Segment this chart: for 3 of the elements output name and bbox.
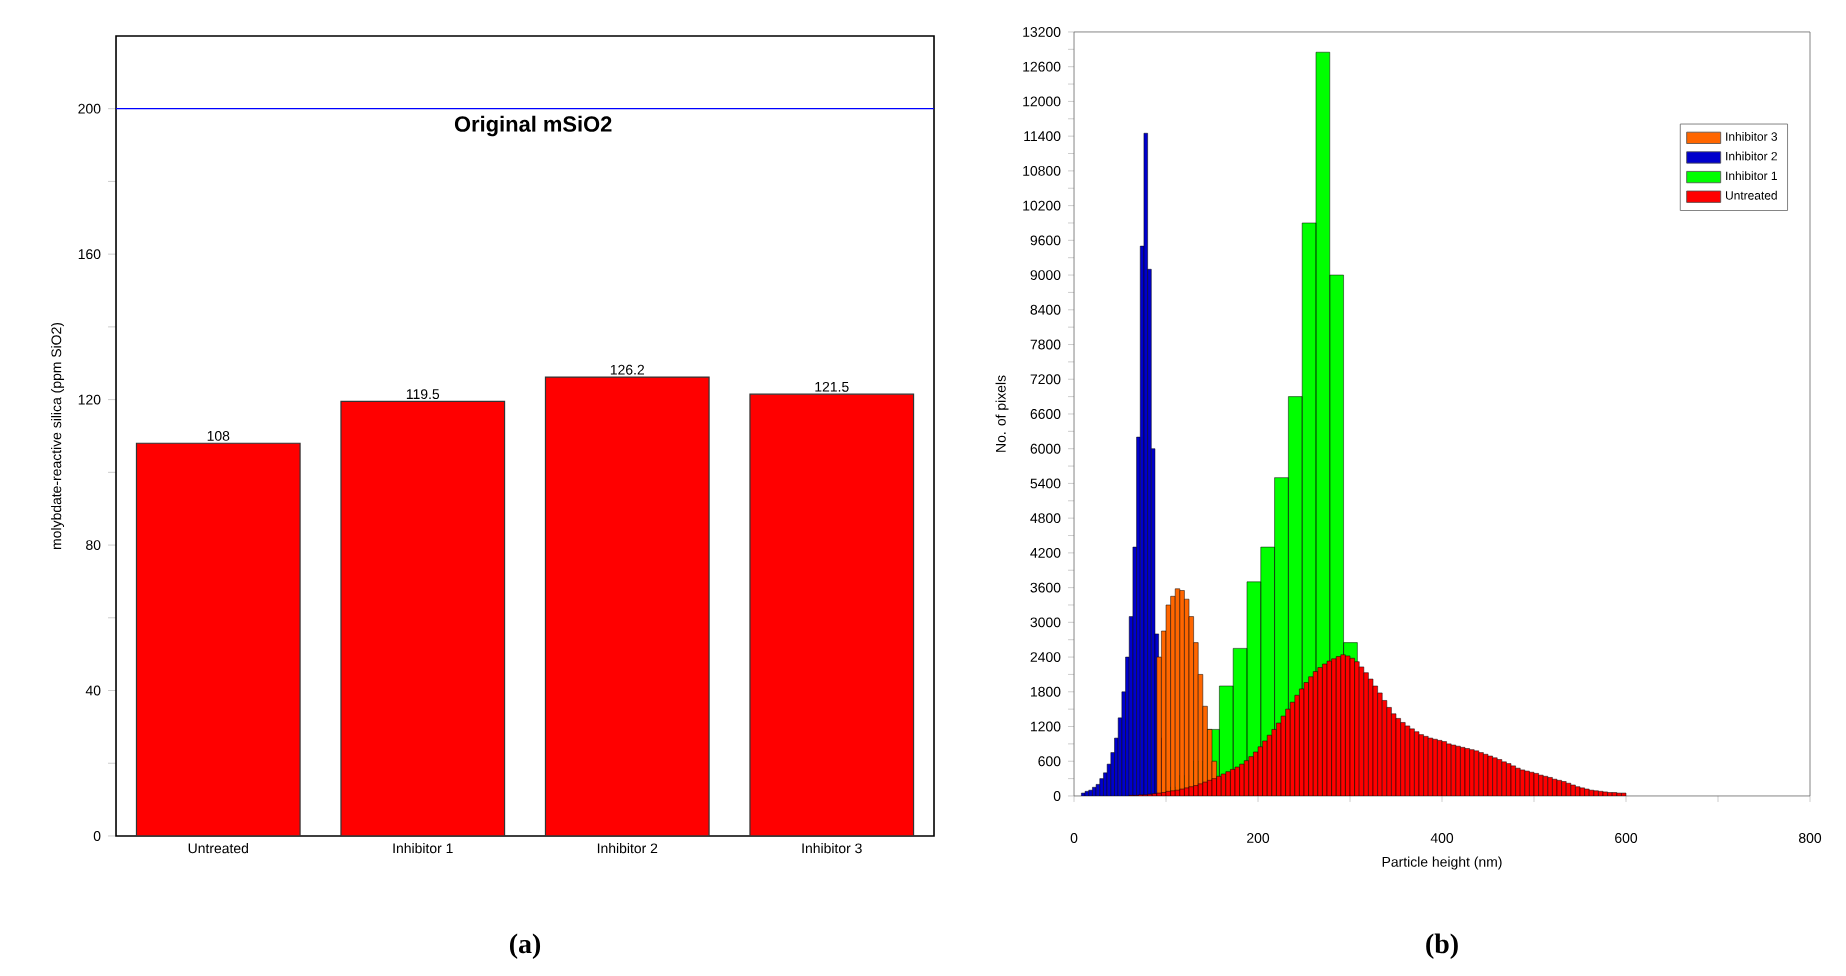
text: (a) <box>509 933 541 959</box>
ref-line-label: Original mSiO2 <box>454 115 612 137</box>
text: (b) <box>1426 933 1458 959</box>
